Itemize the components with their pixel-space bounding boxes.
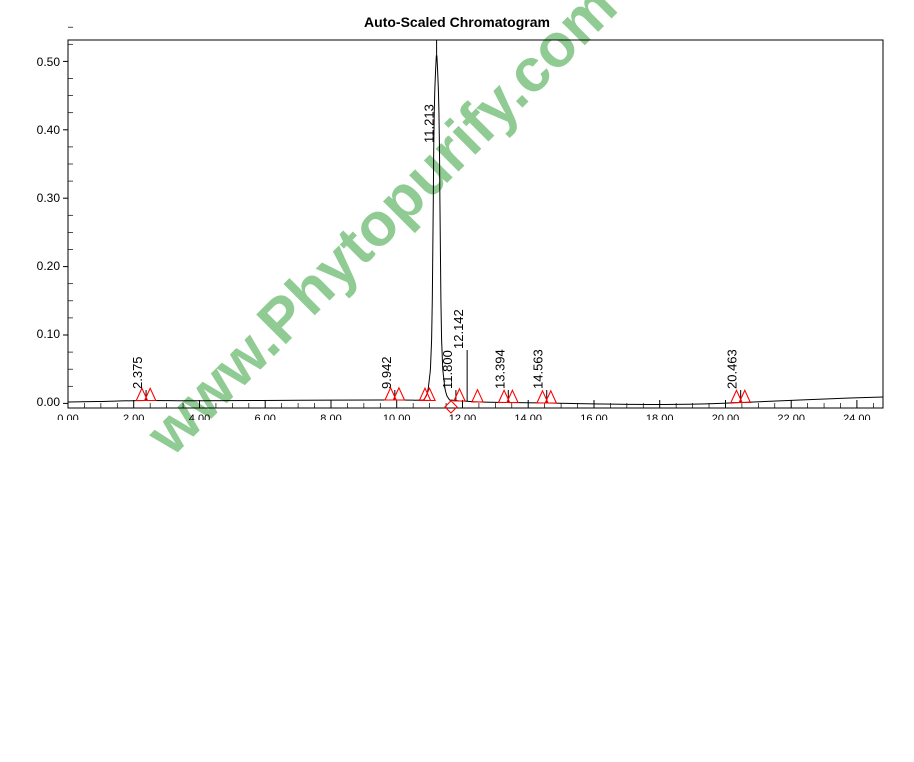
svg-text:24.00: 24.00 [843, 413, 871, 420]
svg-text:18.00: 18.00 [646, 413, 674, 420]
svg-text:10.00: 10.00 [383, 413, 411, 420]
svg-text:2.00: 2.00 [123, 413, 144, 420]
svg-text:6.00: 6.00 [254, 413, 275, 420]
svg-text:2.375: 2.375 [130, 356, 145, 389]
svg-text:4.00: 4.00 [189, 413, 210, 420]
svg-text:8.00: 8.00 [320, 413, 341, 420]
svg-text:0.10: 0.10 [37, 327, 61, 341]
svg-text:14.00: 14.00 [514, 413, 542, 420]
svg-text:11.800: 11.800 [440, 350, 455, 389]
svg-text:0.20: 0.20 [37, 259, 61, 273]
svg-text:20.00: 20.00 [712, 413, 740, 420]
svg-text:0.50: 0.50 [37, 55, 61, 69]
svg-text:11.213: 11.213 [422, 104, 437, 143]
svg-text:9.942: 9.942 [379, 356, 394, 389]
svg-text:0.40: 0.40 [37, 123, 61, 137]
svg-text:0.30: 0.30 [37, 191, 61, 205]
svg-text:0.00: 0.00 [37, 395, 61, 409]
svg-text:0.00: 0.00 [57, 413, 78, 420]
svg-text:13.394: 13.394 [492, 349, 507, 389]
svg-text:12.00: 12.00 [449, 413, 477, 420]
svg-text:12.142: 12.142 [451, 309, 466, 349]
svg-text:14.563: 14.563 [531, 349, 546, 389]
svg-text:22.00: 22.00 [777, 413, 805, 420]
svg-text:20.463: 20.463 [725, 349, 740, 389]
svg-text:16.00: 16.00 [580, 413, 608, 420]
